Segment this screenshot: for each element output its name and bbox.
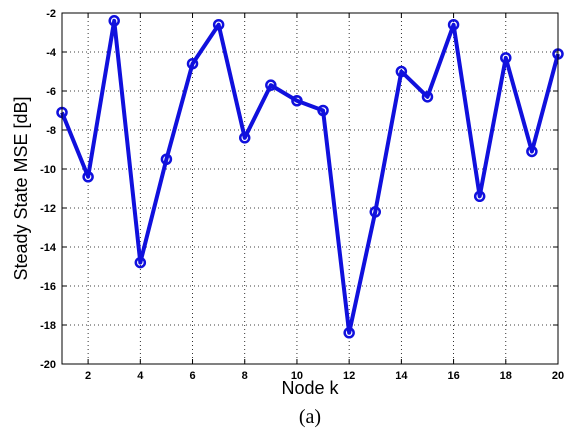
data-point xyxy=(291,95,303,107)
y-tick-label: -18 xyxy=(40,320,56,332)
data-point xyxy=(317,104,329,117)
x-tick-label: 4 xyxy=(137,370,144,382)
data-point xyxy=(238,132,251,144)
x-tick-label: 16 xyxy=(447,370,459,382)
grid-lines xyxy=(62,12,559,365)
y-tick-label: -14 xyxy=(40,242,57,254)
data-point xyxy=(82,171,94,183)
data-point xyxy=(212,18,225,31)
plot-frame xyxy=(61,12,559,365)
y-tick-label: -8 xyxy=(46,125,56,137)
data-point xyxy=(500,52,512,64)
data-point xyxy=(369,206,382,218)
y-tick-label: -4 xyxy=(46,47,57,59)
data-point xyxy=(343,327,355,339)
y-tick-label: -6 xyxy=(46,86,56,98)
x-tick-label: 8 xyxy=(242,370,248,382)
series-line xyxy=(60,18,560,335)
data-point xyxy=(265,79,277,91)
y-tick-label: -2 xyxy=(46,8,56,20)
y-axis-label: Steady State MSE [dB] xyxy=(11,96,31,280)
x-axis-label: Node k xyxy=(281,378,339,398)
data-point xyxy=(421,91,434,103)
x-tick-label: 10 xyxy=(291,370,303,382)
data-point xyxy=(134,256,147,269)
y-tick-label: -20 xyxy=(40,359,56,371)
series-layer xyxy=(56,15,564,339)
data-point xyxy=(108,15,120,27)
x-tick-label: 18 xyxy=(500,370,512,382)
axis-ticks xyxy=(62,12,559,365)
data-point xyxy=(186,57,199,70)
y-tick-label: -12 xyxy=(40,203,56,215)
y-tick-label: -10 xyxy=(40,164,56,176)
y-tick-label: -16 xyxy=(40,281,56,293)
tick-labels: 2 4 6 8 10 12 14 16 18 20 -2 -4 -6 -8 -10 -12 -14 -16 -18 -… xyxy=(40,8,564,382)
x-tick-label: 2 xyxy=(85,370,91,382)
x-tick-label: 14 xyxy=(395,370,408,382)
data-point xyxy=(447,18,460,31)
x-tick-label: 6 xyxy=(189,370,195,382)
data-point xyxy=(526,145,538,158)
data-point xyxy=(160,153,173,165)
figure-caption: (a) xyxy=(299,406,321,428)
data-point xyxy=(473,190,486,203)
data-point xyxy=(395,65,408,78)
x-tick-label: 20 xyxy=(552,370,564,382)
x-tick-label: 12 xyxy=(343,370,355,382)
